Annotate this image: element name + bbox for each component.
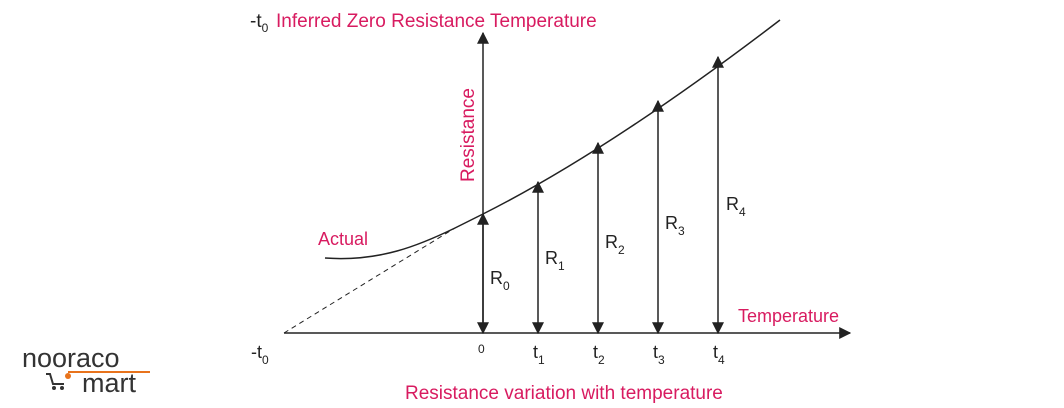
r1-label: R1 bbox=[545, 248, 565, 273]
diagram-title: Inferred Zero Resistance Temperature bbox=[276, 11, 597, 32]
actual-label: Actual bbox=[318, 229, 368, 249]
header-neg-t0: -t0 bbox=[250, 11, 269, 35]
r4-label: R4 bbox=[726, 194, 746, 219]
actual-curve bbox=[324, 19, 781, 260]
extrapolated-line bbox=[283, 227, 456, 334]
t4-label: t4 bbox=[713, 342, 725, 367]
diagram-caption: Resistance variation with temperature bbox=[405, 383, 723, 404]
cart-icon bbox=[46, 373, 71, 390]
t1-label: t1 bbox=[533, 342, 545, 367]
t2-label: t2 bbox=[593, 342, 605, 367]
y-axis-label: Resistance bbox=[458, 88, 479, 182]
neg-t0-label: -t0 bbox=[251, 342, 269, 367]
x-axis-label: Temperature bbox=[738, 306, 839, 326]
logo-line1: nooraco bbox=[22, 343, 120, 373]
nooraco-mart-logo: nooraco mart bbox=[22, 343, 150, 398]
t3-label: t3 bbox=[653, 342, 665, 367]
r0-label: R0 bbox=[490, 268, 510, 293]
r3-label: R3 bbox=[665, 213, 685, 238]
origin-label: 0 bbox=[478, 342, 485, 356]
r2-label: R2 bbox=[605, 232, 625, 257]
logo-line2: mart bbox=[82, 368, 136, 398]
